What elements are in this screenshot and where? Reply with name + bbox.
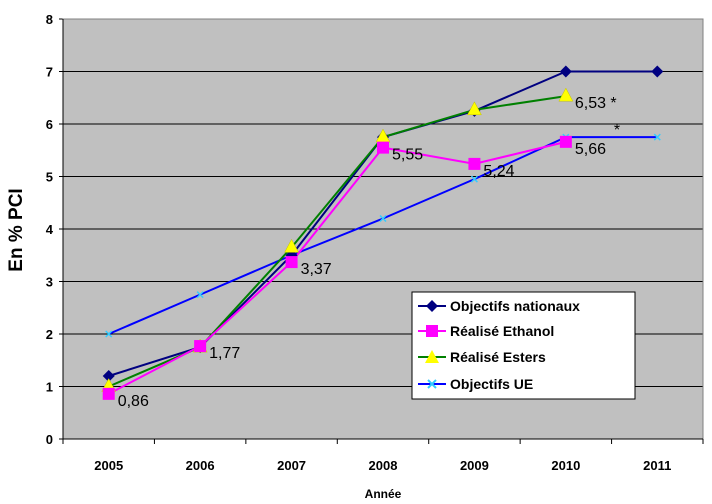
point-r-alis-ethanol bbox=[194, 340, 207, 353]
point-objectifs-nationaux bbox=[559, 65, 572, 78]
point-objectifs-ue bbox=[379, 214, 387, 223]
data-label: 0,86 bbox=[118, 393, 149, 410]
data-label: 6,53 * bbox=[575, 95, 617, 112]
data-label: 5,24 bbox=[483, 163, 514, 180]
y-tick-label: 1 bbox=[46, 380, 53, 395]
point-r-alis-ethanol bbox=[468, 157, 481, 170]
legend-label-objectifs-ue: Objectifs UE bbox=[450, 376, 533, 392]
y-tick-label: 0 bbox=[46, 432, 53, 447]
legend-label-objectifs-nationaux: Objectifs nationaux bbox=[450, 298, 580, 314]
legend-item-realise-ethanol: Réalisé Ethanol bbox=[418, 323, 554, 339]
annotation-label: * bbox=[614, 122, 620, 139]
series-markers bbox=[101, 65, 664, 400]
x-tick-label: 2005 bbox=[94, 458, 123, 473]
point-r-alis-ethanol bbox=[285, 256, 298, 269]
legend-label-realise-esters: Réalisé Esters bbox=[450, 349, 546, 365]
point-r-alis-esters bbox=[467, 101, 482, 116]
x-marker-icon bbox=[427, 379, 437, 389]
x-tick-label: 2008 bbox=[369, 458, 398, 473]
data-label: 5,55 bbox=[392, 147, 423, 164]
x-tick-label: 2009 bbox=[460, 458, 489, 473]
point-r-alis-ethanol bbox=[559, 135, 572, 148]
x-tick-label: 2006 bbox=[186, 458, 215, 473]
y-axis-title: En % PCI bbox=[6, 188, 27, 271]
y-tick-label: 6 bbox=[46, 117, 53, 132]
legend-item-objectifs-nationaux: Objectifs nationaux bbox=[418, 298, 580, 314]
point-r-alis-esters bbox=[558, 87, 574, 102]
data-label: 5,66 bbox=[575, 141, 606, 158]
y-tick-label: 5 bbox=[46, 170, 53, 185]
point-objectifs-ue bbox=[653, 133, 661, 141]
series-line-r-alis-ethanol bbox=[108, 140, 567, 395]
point-r-alis-ethanol bbox=[377, 141, 389, 154]
point-r-alis-esters bbox=[284, 238, 299, 253]
point-objectifs-ue bbox=[105, 330, 113, 338]
triangle-marker-icon bbox=[425, 350, 439, 363]
legend-item-objectifs-ue: Objectifs UE bbox=[418, 376, 533, 392]
diamond-marker-icon bbox=[426, 300, 438, 312]
point-r-alis-ethanol bbox=[102, 387, 115, 400]
y-tick-label: 7 bbox=[46, 65, 53, 80]
y-tick-label: 4 bbox=[46, 222, 54, 237]
x-tick-label: 2011 bbox=[643, 458, 671, 473]
square-marker-icon bbox=[426, 325, 438, 337]
y-tick-label: 3 bbox=[46, 275, 53, 290]
axes: 0 1 2 3 4 5 6 7 8 2005 2006 2007 2008 2009 2010 2011 bbox=[46, 12, 704, 473]
point-objectifs-nationaux bbox=[651, 65, 664, 78]
legend-label-realise-ethanol: Réalisé Ethanol bbox=[450, 323, 554, 339]
x-axis-title: Année bbox=[365, 487, 402, 501]
legend-item-realise-esters: Réalisé Esters bbox=[418, 349, 546, 365]
legend-box bbox=[411, 291, 636, 400]
data-label: 1,77 bbox=[209, 345, 240, 362]
data-label: 3,37 bbox=[301, 261, 332, 278]
x-tick-label: 2010 bbox=[551, 458, 580, 473]
data-labels: 0,86 1,77 3,37 5,55 5,24 5,66 6,53 * * bbox=[118, 95, 620, 410]
legend: Objectifs nationaux Réalisé Ethanol Réal… bbox=[411, 291, 636, 400]
y-tick-label: 8 bbox=[46, 12, 53, 27]
y-tick-label: 2 bbox=[46, 327, 53, 342]
x-tick-label: 2007 bbox=[277, 458, 306, 473]
point-objectifs-nationaux bbox=[102, 370, 115, 382]
point-objectifs-ue bbox=[196, 291, 204, 299]
point-objectifs-ue bbox=[470, 175, 478, 183]
